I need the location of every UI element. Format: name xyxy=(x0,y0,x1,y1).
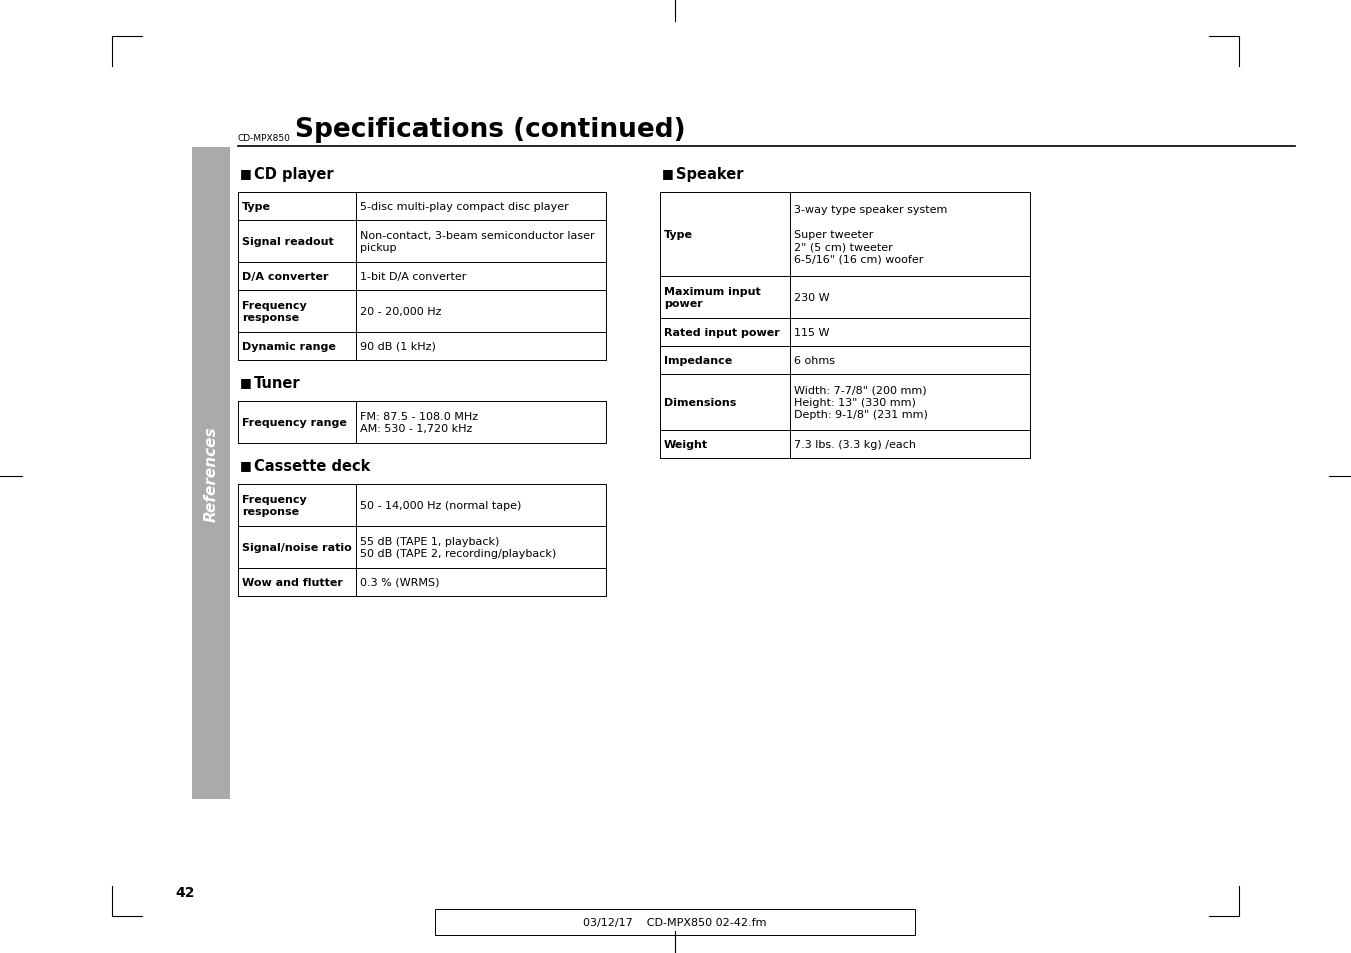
Text: Dynamic range: Dynamic range xyxy=(242,341,336,352)
Text: 230 W: 230 W xyxy=(794,293,830,303)
Text: Weight: Weight xyxy=(663,439,708,450)
Text: D/A converter: D/A converter xyxy=(242,272,328,282)
Text: 1-bit D/A converter: 1-bit D/A converter xyxy=(359,272,466,282)
Text: 3-way type speaker system

Super tweeter
2" (5 cm) tweeter
6-5/16" (16 cm) woofe: 3-way type speaker system Super tweeter … xyxy=(794,205,947,265)
Text: 7.3 lbs. (3.3 kg) /each: 7.3 lbs. (3.3 kg) /each xyxy=(794,439,916,450)
Text: 42: 42 xyxy=(176,885,195,899)
Text: Dimensions: Dimensions xyxy=(663,397,736,408)
Text: Tuner: Tuner xyxy=(254,375,301,391)
Text: Frequency
response: Frequency response xyxy=(242,300,307,323)
Text: CD player: CD player xyxy=(254,167,334,182)
Text: Signal/noise ratio: Signal/noise ratio xyxy=(242,542,351,553)
Text: 03/12/17    CD-MPX850 02-42.fm: 03/12/17 CD-MPX850 02-42.fm xyxy=(584,917,767,927)
Text: Width: 7-7/8" (200 mm)
Height: 13" (330 mm)
Depth: 9-1/8" (231 mm): Width: 7-7/8" (200 mm) Height: 13" (330 … xyxy=(794,385,928,420)
Text: Specifications (continued): Specifications (continued) xyxy=(295,117,685,143)
Text: Wow and flutter: Wow and flutter xyxy=(242,578,343,587)
Text: 115 W: 115 W xyxy=(794,328,830,337)
Text: Signal readout: Signal readout xyxy=(242,236,334,247)
Text: FM: 87.5 - 108.0 MHz
AM: 530 - 1,720 kHz: FM: 87.5 - 108.0 MHz AM: 530 - 1,720 kHz xyxy=(359,412,478,434)
Text: 5-disc multi-play compact disc player: 5-disc multi-play compact disc player xyxy=(359,202,569,212)
Text: Speaker: Speaker xyxy=(676,167,743,182)
Text: Maximum input
power: Maximum input power xyxy=(663,287,761,309)
Text: ■: ■ xyxy=(240,167,251,180)
Text: ■: ■ xyxy=(662,167,674,180)
Text: Non-contact, 3-beam semiconductor laser
pickup: Non-contact, 3-beam semiconductor laser … xyxy=(359,231,594,253)
Text: 90 dB (1 kHz): 90 dB (1 kHz) xyxy=(359,341,436,352)
Text: ■: ■ xyxy=(240,375,251,389)
Text: ■: ■ xyxy=(240,458,251,472)
Text: Type: Type xyxy=(663,230,693,240)
Text: 6 ohms: 6 ohms xyxy=(794,355,835,366)
Text: Frequency range: Frequency range xyxy=(242,417,347,428)
Text: 20 - 20,000 Hz: 20 - 20,000 Hz xyxy=(359,307,442,316)
Text: Type: Type xyxy=(242,202,272,212)
Text: CD-MPX850: CD-MPX850 xyxy=(238,133,290,143)
Bar xyxy=(435,909,915,935)
Text: Cassette deck: Cassette deck xyxy=(254,458,370,474)
Text: Frequency
response: Frequency response xyxy=(242,495,307,517)
Text: 50 - 14,000 Hz (normal tape): 50 - 14,000 Hz (normal tape) xyxy=(359,500,521,511)
Text: 55 dB (TAPE 1, playback)
50 dB (TAPE 2, recording/playback): 55 dB (TAPE 1, playback) 50 dB (TAPE 2, … xyxy=(359,537,557,558)
Text: Impedance: Impedance xyxy=(663,355,732,366)
Text: 0.3 % (WRMS): 0.3 % (WRMS) xyxy=(359,578,439,587)
Text: Rated input power: Rated input power xyxy=(663,328,780,337)
Text: References: References xyxy=(204,426,219,521)
Bar xyxy=(192,148,230,800)
